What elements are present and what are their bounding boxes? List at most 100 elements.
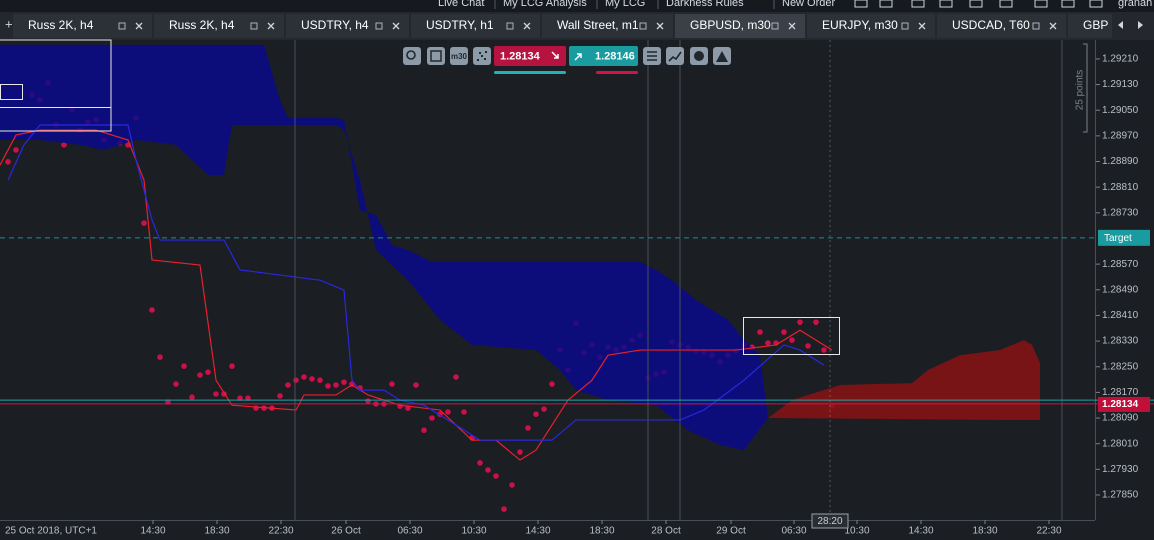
- drawing-box[interactable]: [0, 84, 23, 100]
- price-axis: [1095, 40, 1154, 520]
- menu-icon[interactable]: [879, 0, 893, 8]
- menu-item[interactable]: My LCG: [605, 0, 645, 9]
- tab-close[interactable]: [135, 22, 143, 30]
- dot: [341, 379, 347, 385]
- sell-arrow: [551, 51, 559, 59]
- drawing-box[interactable]: [0, 39, 112, 132]
- timeframe-button[interactable]: [450, 47, 468, 65]
- dot: [245, 395, 251, 401]
- bid-button[interactable]: [494, 46, 566, 66]
- x-tick-label: 14:30: [525, 526, 550, 537]
- tab-close[interactable]: [392, 22, 400, 30]
- tab-label: Wall Street, m1: [557, 18, 639, 32]
- tab-close[interactable]: [523, 22, 531, 30]
- tab[interactable]: [937, 14, 1066, 38]
- y-tick-label: 1.28890: [1102, 156, 1139, 167]
- tab-close[interactable]: [656, 22, 664, 30]
- bid-badge: [1098, 396, 1150, 412]
- menu-icon[interactable]: [1089, 0, 1103, 8]
- dot: [5, 159, 11, 165]
- tab-detach[interactable]: [1032, 22, 1040, 30]
- add-tab[interactable]: +: [5, 16, 13, 31]
- x-tick-label: 06:30: [397, 526, 422, 537]
- menu-icon[interactable]: [1061, 0, 1075, 8]
- tab[interactable]: [411, 14, 540, 38]
- menu-item[interactable]: Live Chat: [438, 0, 484, 9]
- y-tick-label: 1.28330: [1102, 336, 1139, 347]
- dot: [757, 329, 763, 335]
- tab-label: Russ 2K, h4: [169, 18, 235, 32]
- dot: [813, 319, 819, 325]
- tab[interactable]: [286, 14, 409, 38]
- zoom-button[interactable]: [403, 47, 421, 65]
- tab-detach[interactable]: [375, 22, 383, 30]
- tab-label: USDCAD, T60: [952, 18, 1030, 32]
- tab-detach[interactable]: [771, 22, 779, 30]
- menu-item[interactable]: granah: [1118, 0, 1152, 9]
- x-tick-label: 22:30: [1036, 526, 1061, 537]
- y-tick-label: 1.28010: [1102, 438, 1139, 449]
- y-tick-label: 1.29050: [1102, 105, 1139, 116]
- bid-price: 1.28134: [500, 50, 541, 62]
- tab-detach[interactable]: [250, 22, 258, 30]
- separators: [294, 40, 1063, 520]
- x-tick-label: 26 Oct: [331, 526, 361, 537]
- dot: [333, 382, 339, 388]
- tab[interactable]: [13, 14, 152, 38]
- dot: [365, 398, 371, 404]
- dot: [445, 409, 451, 415]
- x-tick-label: 18:30: [589, 526, 614, 537]
- dot: [821, 347, 827, 353]
- menu-item[interactable]: My LCG Analysis: [503, 0, 587, 9]
- menu-icon[interactable]: [939, 0, 953, 8]
- menu-icon[interactable]: [1034, 0, 1048, 8]
- x-tick-label: 22:30: [268, 526, 293, 537]
- settings-icon: [430, 50, 442, 62]
- menu-item[interactable]: Darkness Rules: [666, 0, 744, 9]
- zoom-icon: [406, 50, 416, 60]
- drawing-box[interactable]: [743, 317, 840, 355]
- indicator-icon: [668, 51, 682, 62]
- dot: [421, 427, 427, 434]
- tab-scroll[interactable]: [1118, 21, 1143, 29]
- dot: [453, 374, 459, 380]
- menu-icon[interactable]: [911, 0, 925, 8]
- tab[interactable]: [675, 14, 805, 38]
- dot: [205, 369, 211, 375]
- tab[interactable]: [807, 14, 935, 38]
- x-tick-label: 10:30: [844, 526, 869, 537]
- menu-icon[interactable]: [854, 0, 868, 8]
- drawing-icon: [694, 51, 704, 61]
- menu-icon[interactable]: [999, 0, 1013, 8]
- scatter-icon: [477, 51, 487, 61]
- tab-close[interactable]: [267, 22, 275, 30]
- menu-icon[interactable]: [969, 0, 983, 8]
- tab-close[interactable]: [1049, 22, 1057, 30]
- bid-underline: [494, 71, 566, 74]
- tab-close[interactable]: [918, 22, 926, 30]
- tab-detach[interactable]: [118, 22, 126, 30]
- alert-icon: [716, 51, 728, 62]
- bid-badge-label: 1.28134: [1102, 399, 1139, 410]
- drawings: [0, 39, 840, 355]
- tab-detach[interactable]: [639, 22, 647, 30]
- dot: [509, 482, 515, 488]
- tab-detach[interactable]: [901, 22, 909, 30]
- tab[interactable]: [1068, 14, 1112, 38]
- tab[interactable]: [154, 14, 284, 38]
- scale-note: 25 points: [1075, 70, 1086, 111]
- tab[interactable]: [542, 14, 673, 38]
- dot: [325, 383, 331, 389]
- dot: [141, 220, 147, 226]
- tab-label: USDTRY, h1: [426, 18, 494, 32]
- tab-detach[interactable]: [506, 22, 514, 30]
- indicator-button[interactable]: [666, 47, 684, 65]
- tab-close[interactable]: [788, 22, 796, 30]
- dot: [549, 381, 555, 387]
- menu-bar: [0, 0, 1154, 12]
- menu-item[interactable]: New Order: [782, 0, 836, 9]
- y-tick-label: 1.28250: [1102, 361, 1139, 372]
- settings-button[interactable]: [427, 47, 445, 65]
- dot: [541, 406, 547, 412]
- ask-button[interactable]: [569, 46, 638, 66]
